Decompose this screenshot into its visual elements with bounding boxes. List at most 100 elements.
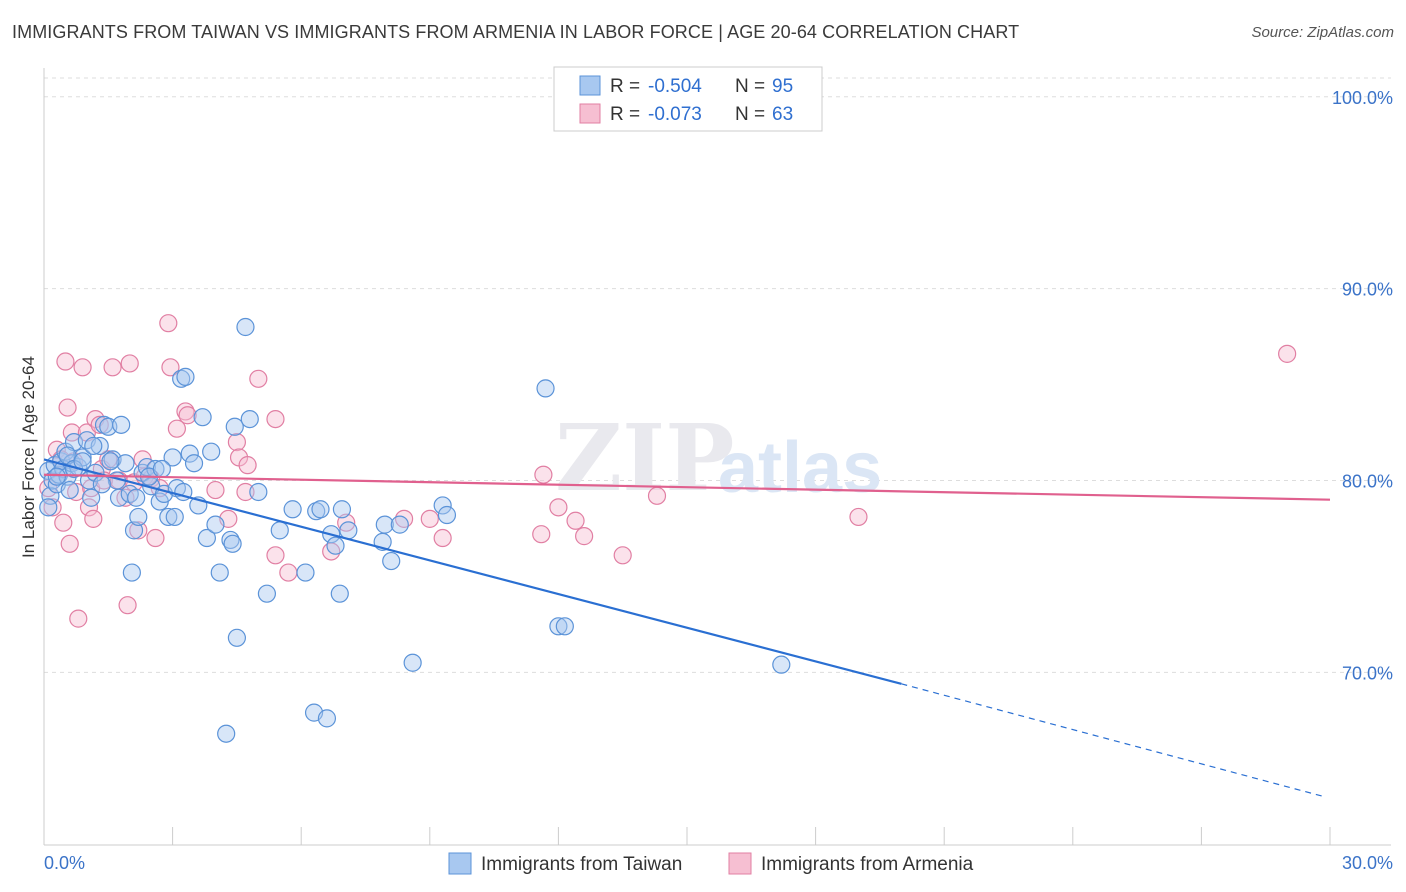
taiwan-point bbox=[116, 454, 135, 473]
taiwan-trend-line bbox=[43, 458, 902, 685]
taiwan-point bbox=[375, 515, 394, 534]
taiwan-point bbox=[311, 500, 330, 519]
chart-title: IMMIGRANTS FROM TAIWAN VS IMMIGRANTS FRO… bbox=[12, 22, 1020, 42]
taiwan-point bbox=[82, 488, 101, 507]
armenia-point bbox=[238, 456, 257, 475]
armenia-point bbox=[129, 521, 148, 540]
taiwan-point bbox=[257, 584, 277, 603]
taiwan-point bbox=[47, 467, 66, 486]
watermark-atlas: atlas bbox=[718, 428, 882, 508]
watermark: ZIP atlas bbox=[555, 404, 882, 512]
taiwan-point bbox=[39, 498, 58, 517]
legend-armenia-r-value: -0.073 bbox=[648, 104, 702, 125]
taiwan-point bbox=[227, 628, 246, 647]
taiwan-point bbox=[555, 617, 574, 636]
y-tick-label: 100.0% bbox=[1332, 88, 1393, 108]
taiwan-trend-extension bbox=[901, 683, 1326, 798]
armenia-point bbox=[159, 314, 178, 333]
taiwan-point bbox=[236, 317, 255, 337]
taiwan-point bbox=[210, 563, 229, 582]
taiwan-point bbox=[129, 507, 148, 527]
armenia-point bbox=[118, 596, 137, 615]
armenia-point bbox=[549, 498, 568, 517]
taiwan-point bbox=[112, 415, 131, 434]
armenia-point bbox=[54, 513, 73, 532]
armenia-point bbox=[534, 465, 553, 484]
armenia-point bbox=[227, 433, 246, 452]
taiwan-point bbox=[240, 409, 259, 429]
taiwan-point bbox=[92, 475, 111, 494]
source-credit: Source: ZipAtlas.com bbox=[1251, 24, 1394, 41]
legend-armenia-n-value: 63 bbox=[772, 104, 793, 125]
armenia-point bbox=[849, 507, 868, 527]
armenia-point bbox=[433, 528, 452, 548]
legend-taiwan-r-label: R = bbox=[610, 76, 640, 97]
x-tick-label-max: 30.0% bbox=[1342, 853, 1393, 873]
taiwan-point bbox=[390, 515, 409, 534]
gridlines bbox=[44, 77, 1391, 673]
taiwan-point bbox=[403, 653, 422, 672]
taiwan-point bbox=[41, 486, 60, 505]
legend-taiwan-n-value: 95 bbox=[772, 76, 793, 97]
taiwan-point bbox=[225, 417, 244, 436]
armenia-point bbox=[178, 406, 197, 425]
taiwan-point bbox=[90, 436, 109, 456]
taiwan-point bbox=[326, 536, 345, 555]
legend-armenia-r-label: R = bbox=[610, 104, 640, 125]
armenia-point bbox=[566, 511, 585, 530]
taiwan-point bbox=[84, 436, 103, 456]
armenia-point bbox=[266, 409, 285, 429]
armenia-point bbox=[73, 358, 92, 377]
bottom-legend-armenia-label: Immigrants from Armenia bbox=[761, 854, 974, 875]
taiwan-point bbox=[317, 709, 337, 728]
armenia-point bbox=[420, 509, 439, 528]
watermark-zip: ZIP bbox=[555, 404, 734, 512]
taiwan-point bbox=[332, 500, 352, 519]
y-tick-labels: 70.0% 80.0% 90.0% 100.0% bbox=[1332, 88, 1393, 684]
taiwan-point bbox=[270, 521, 289, 540]
taiwan-point bbox=[152, 459, 171, 479]
taiwan-point bbox=[296, 563, 315, 582]
armenia-points bbox=[39, 314, 1297, 628]
trend-lines bbox=[43, 458, 1331, 798]
armenia-point bbox=[43, 498, 62, 517]
taiwan-point bbox=[202, 442, 221, 461]
armenia-point bbox=[206, 480, 225, 500]
taiwan-point bbox=[433, 496, 452, 515]
bottom-legend-armenia-swatch bbox=[728, 852, 752, 875]
armenia-point bbox=[120, 354, 139, 373]
taiwan-point bbox=[536, 379, 555, 398]
taiwan-point bbox=[283, 500, 302, 519]
taiwan-point bbox=[249, 482, 268, 502]
armenia-point bbox=[103, 358, 122, 377]
taiwan-point bbox=[60, 480, 79, 500]
correlation-legend: R = -0.504 N = 95 R = -0.073 N = 63 bbox=[553, 66, 823, 132]
taiwan-point bbox=[330, 584, 349, 603]
armenia-point bbox=[266, 546, 285, 565]
legend-armenia-n-label: N = bbox=[735, 104, 765, 125]
armenia-point bbox=[532, 525, 551, 544]
taiwan-point bbox=[122, 563, 141, 582]
bottom-legend-taiwan-swatch bbox=[448, 852, 472, 875]
axes bbox=[43, 68, 1391, 846]
taiwan-point bbox=[165, 507, 184, 527]
armenia-point bbox=[647, 486, 667, 505]
taiwan-point bbox=[437, 505, 457, 525]
legend-taiwan-swatch bbox=[579, 75, 601, 96]
armenia-point bbox=[84, 509, 103, 528]
taiwan-point bbox=[206, 515, 225, 534]
armenia-point bbox=[167, 419, 186, 438]
taiwan-point bbox=[163, 448, 182, 467]
y-tick-label: 80.0% bbox=[1342, 471, 1393, 491]
taiwan-point bbox=[184, 454, 204, 473]
legend-taiwan-n-label: N = bbox=[735, 76, 765, 97]
taiwan-point bbox=[124, 521, 144, 540]
legend-taiwan-r-value: -0.504 bbox=[648, 76, 702, 97]
armenia-point bbox=[1278, 344, 1297, 363]
armenia-point bbox=[236, 482, 255, 502]
armenia-trend-line bbox=[43, 473, 1331, 501]
x-tick-label-min: 0.0% bbox=[44, 853, 85, 873]
taiwan-point bbox=[382, 551, 401, 571]
x-ticks bbox=[43, 827, 1331, 845]
